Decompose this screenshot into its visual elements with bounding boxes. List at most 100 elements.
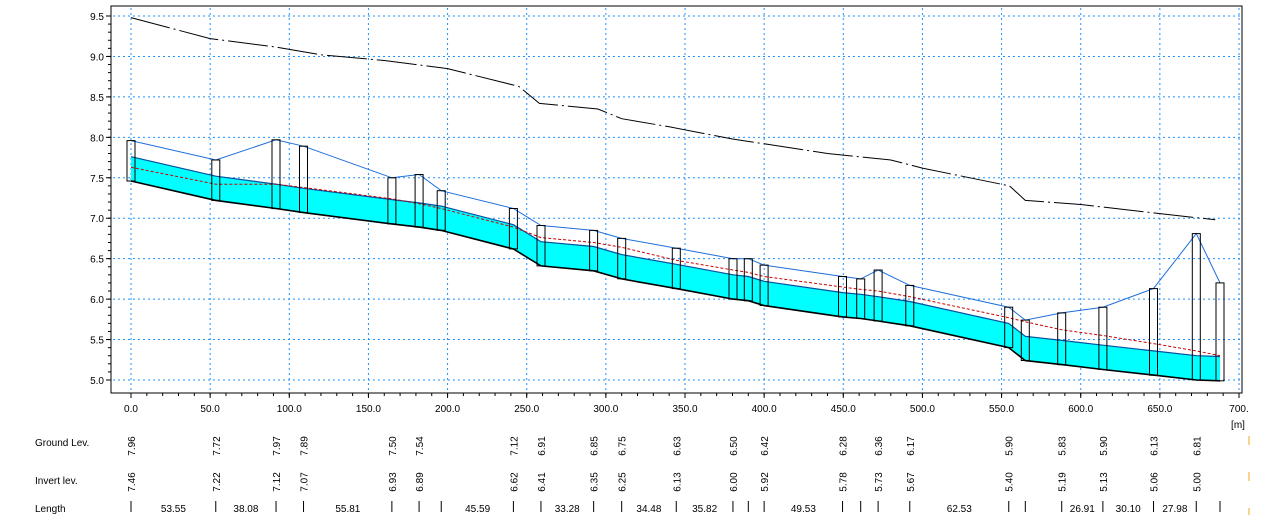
manhole [838,276,847,318]
manhole [728,258,738,300]
x-tick-label: 500.0 [910,404,935,415]
invert-level-value: 5.92 [760,472,771,492]
x-tick-label: 300.0 [593,404,618,415]
manhole [671,247,681,290]
ground-level-value: 6.75 [618,436,629,456]
ground-level-value: 7.72 [212,436,223,456]
ground-level-value: 7.50 [388,436,399,456]
ground-level-value: 6.36 [874,436,885,456]
pipe-invert-line [130,180,1221,382]
invert-level-value: 6.25 [618,472,629,492]
invert-level-value: 6.13 [672,472,683,492]
ground-level-value: 7.89 [300,436,311,456]
ground-level-value: 5.90 [1005,436,1016,456]
manhole [414,174,424,228]
y-tick-label: 9.5 [90,12,104,23]
invert-level-value: 5.00 [1192,472,1203,492]
x-tick-label: 700. [1229,404,1248,415]
invert-level-value: 5.73 [874,472,885,492]
length-value: 35.82 [692,504,717,515]
y-tick-label: 8.5 [90,93,104,104]
invert-level-value: 7.46 [127,472,138,492]
manhole [589,229,599,272]
invert-level-value: 6.00 [729,472,740,492]
invert-level-value: 5.06 [1150,472,1161,492]
manhole [299,145,308,213]
length-value: 38.08 [233,504,258,515]
row-label-invert: Invert lev. [35,476,78,487]
invert-level-value: 5.13 [1099,472,1110,492]
water-level-line [130,166,1221,357]
manhole [873,269,883,322]
invert-level-value: 7.22 [212,472,223,492]
invert-level-value: 6.41 [537,472,548,492]
ground-level-value: 6.50 [729,436,740,456]
ground-level-value: 6.91 [537,436,548,456]
x-tick-label: 0.0 [124,404,138,415]
length-value: 26.91 [1070,504,1095,515]
manhole [1191,233,1201,381]
manhole [1098,306,1108,371]
y-tick-label: 7.0 [90,214,104,225]
ground-level-value: 7.54 [415,436,426,456]
manhole [271,139,281,210]
ground-level-value: 6.63 [672,436,683,456]
manhole [211,159,221,201]
ground-surface-line [130,139,1221,321]
x-tick-label: 650.0 [1147,404,1172,415]
ground-level-value: 6.81 [1192,436,1203,456]
y-tick-label: 9.0 [90,52,104,63]
invert-level-value: 5.67 [906,472,917,492]
x-tick-label: 50.0 [200,404,220,415]
manhole [508,208,518,250]
ground-level-value: 7.96 [127,436,138,456]
pipe-crown-line [130,156,1221,358]
y-tick-label: 7.5 [90,174,104,185]
ground-level-value: 6.13 [1150,436,1161,456]
y-tick-label: 5.5 [90,336,104,347]
x-tick-label: 550.0 [989,404,1014,415]
x-unit-label: [m] [1231,420,1245,431]
manhole [1149,288,1158,376]
manhole [1057,312,1067,366]
x-tick-label: 400.0 [752,404,777,415]
length-value: 45.59 [465,504,490,515]
x-tick-label: 150.0 [356,404,381,415]
length-value: 34.48 [636,504,661,515]
ground-level-value: 6.28 [839,436,850,456]
length-value: 55.81 [335,504,360,515]
length-value: 33.28 [555,504,580,515]
y-axis: 9.5 9.0 8.5 8.0 7.5 7.0 6.5 6.0 5.5 5.0 [90,12,111,387]
invert-level-value: 5.40 [1005,472,1016,492]
terrain-path [130,17,1216,221]
x-tick-label: 600.0 [1068,404,1093,415]
row-label-length: Length [35,504,66,515]
terrain-line [130,17,1216,221]
manhole [905,284,915,327]
ground-level-value: 7.97 [272,436,283,456]
profile-table: Ground Lev. Invert lev. Length 7.96 7.72 7.97… [35,436,1250,515]
length-value: 53.55 [161,504,186,515]
invert-level-value: 5.19 [1058,472,1069,492]
invert-level-value: 6.35 [590,472,601,492]
ground-level-value: 6.42 [760,436,771,456]
manhole [856,278,866,319]
invert-level-value: 5.78 [839,472,850,492]
ground-level-value: 6.85 [590,436,601,456]
manhole [436,190,446,231]
x-axis: 0.0 50.0 100.0 150.0 200.0 250.0 300.0 350.0 400… [124,393,1249,431]
pipe-profile [130,139,1221,382]
pipe-fill [131,156,1220,381]
row-label-ground: Ground Lev. [35,438,89,449]
ground-level-value: 7.12 [509,436,520,456]
manhole [743,258,753,302]
manhole [126,140,136,182]
manhole [1020,319,1030,362]
invert-level-value: 7.07 [300,472,311,492]
ground-level-value: 5.90 [1099,436,1110,456]
manhole [387,177,397,225]
y-tick-label: 8.0 [90,133,104,144]
length-value: 27.98 [1162,504,1187,515]
invert-level-value: 6.93 [388,472,399,492]
